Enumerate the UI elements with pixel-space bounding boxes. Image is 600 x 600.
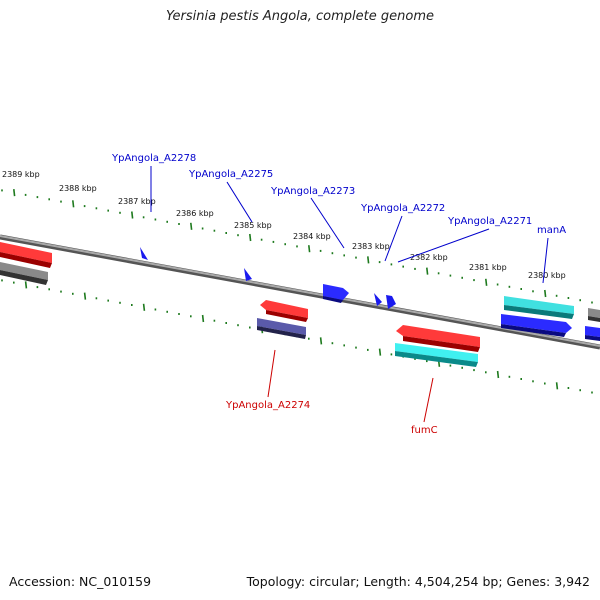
ruler-label: 2388 kbp	[59, 184, 97, 193]
ruler-label: 2381 kbp	[469, 263, 507, 272]
major-tick	[378, 348, 382, 356]
ruler-label: 2382 kbp	[410, 253, 448, 262]
major-tick	[319, 337, 323, 345]
gene-feature-cyan[interactable]	[504, 296, 574, 319]
gene-label[interactable]: YpAngola_A2275	[188, 169, 273, 180]
major-tick	[308, 245, 311, 253]
gene-label[interactable]: YpAngola_A2273	[270, 186, 355, 197]
gene-feature-red[interactable]	[260, 300, 308, 322]
gene-feature-gray[interactable]	[588, 308, 600, 322]
major-tick	[249, 233, 252, 242]
map-title: Yersinia pestis Angola, complete genome	[166, 9, 434, 24]
gene-arrow-blue[interactable]	[140, 247, 148, 260]
ruler-label: 2380 kbp	[528, 271, 566, 280]
major-tick	[131, 211, 134, 219]
major-tick	[13, 189, 16, 197]
gene-feature-blue[interactable]	[323, 284, 349, 303]
gene-label[interactable]: fumC	[411, 425, 438, 436]
major-tick	[201, 314, 205, 323]
major-tick	[555, 382, 559, 390]
gene-arrow-blue[interactable]	[374, 293, 382, 306]
gene-labels-forward: YpAngola_A2278 YpAngola_A2275 YpAngola_A…	[111, 153, 566, 236]
gene-feature-blue[interactable]	[501, 314, 572, 337]
ruler-label: 2383 kbp	[352, 242, 390, 251]
gene-features	[0, 242, 600, 367]
gene-label[interactable]: YpAngola_A2272	[360, 203, 445, 214]
gene-feature-blue[interactable]	[585, 326, 600, 341]
outer-tick-ruler	[1, 189, 593, 304]
backbone	[0, 234, 600, 350]
major-tick	[142, 303, 146, 311]
ruler-label: 2384 kbp	[293, 232, 331, 241]
major-tick	[24, 281, 28, 289]
major-tick	[544, 289, 547, 298]
gene-feature-gray[interactable]	[0, 262, 48, 285]
gene-label[interactable]: manA	[537, 225, 566, 236]
major-tick	[426, 267, 429, 275]
gene-labels-reverse: YpAngola_A2274 fumC	[225, 400, 438, 436]
gene-label[interactable]: YpAngola_A2274	[225, 400, 310, 411]
ruler-label: 2387 kbp	[118, 197, 156, 206]
major-tick	[190, 222, 193, 230]
ruler-label: 2385 kbp	[234, 221, 272, 230]
ruler-label: 2386 kbp	[176, 209, 214, 218]
gene-feature-red[interactable]	[0, 242, 52, 268]
topology-text: Topology: circular; Length: 4,504,254 bp…	[246, 574, 590, 589]
major-tick	[496, 370, 500, 379]
major-tick	[72, 200, 75, 208]
ruler-labels: 2389 kbp 2388 kbp 2387 kbp 2386 kbp 2385…	[2, 170, 566, 280]
gene-feature-cyan[interactable]	[395, 343, 478, 367]
accession-text: Accession: NC_010159	[9, 574, 152, 589]
gene-feature-navy[interactable]	[257, 318, 306, 339]
label-leaders	[150, 166, 549, 423]
gene-feature-red[interactable]	[396, 325, 480, 352]
major-tick	[83, 292, 87, 300]
major-tick	[367, 256, 370, 264]
gene-label[interactable]: YpAngola_A2278	[111, 153, 196, 164]
gene-label[interactable]: YpAngola_A2271	[447, 216, 532, 227]
inner-tick-ruler	[1, 279, 593, 394]
major-tick	[485, 278, 488, 286]
gene-arrow-blue[interactable]	[386, 295, 396, 309]
ruler-label: 2389 kbp	[2, 170, 40, 179]
gene-arrow-blue[interactable]	[244, 268, 252, 281]
